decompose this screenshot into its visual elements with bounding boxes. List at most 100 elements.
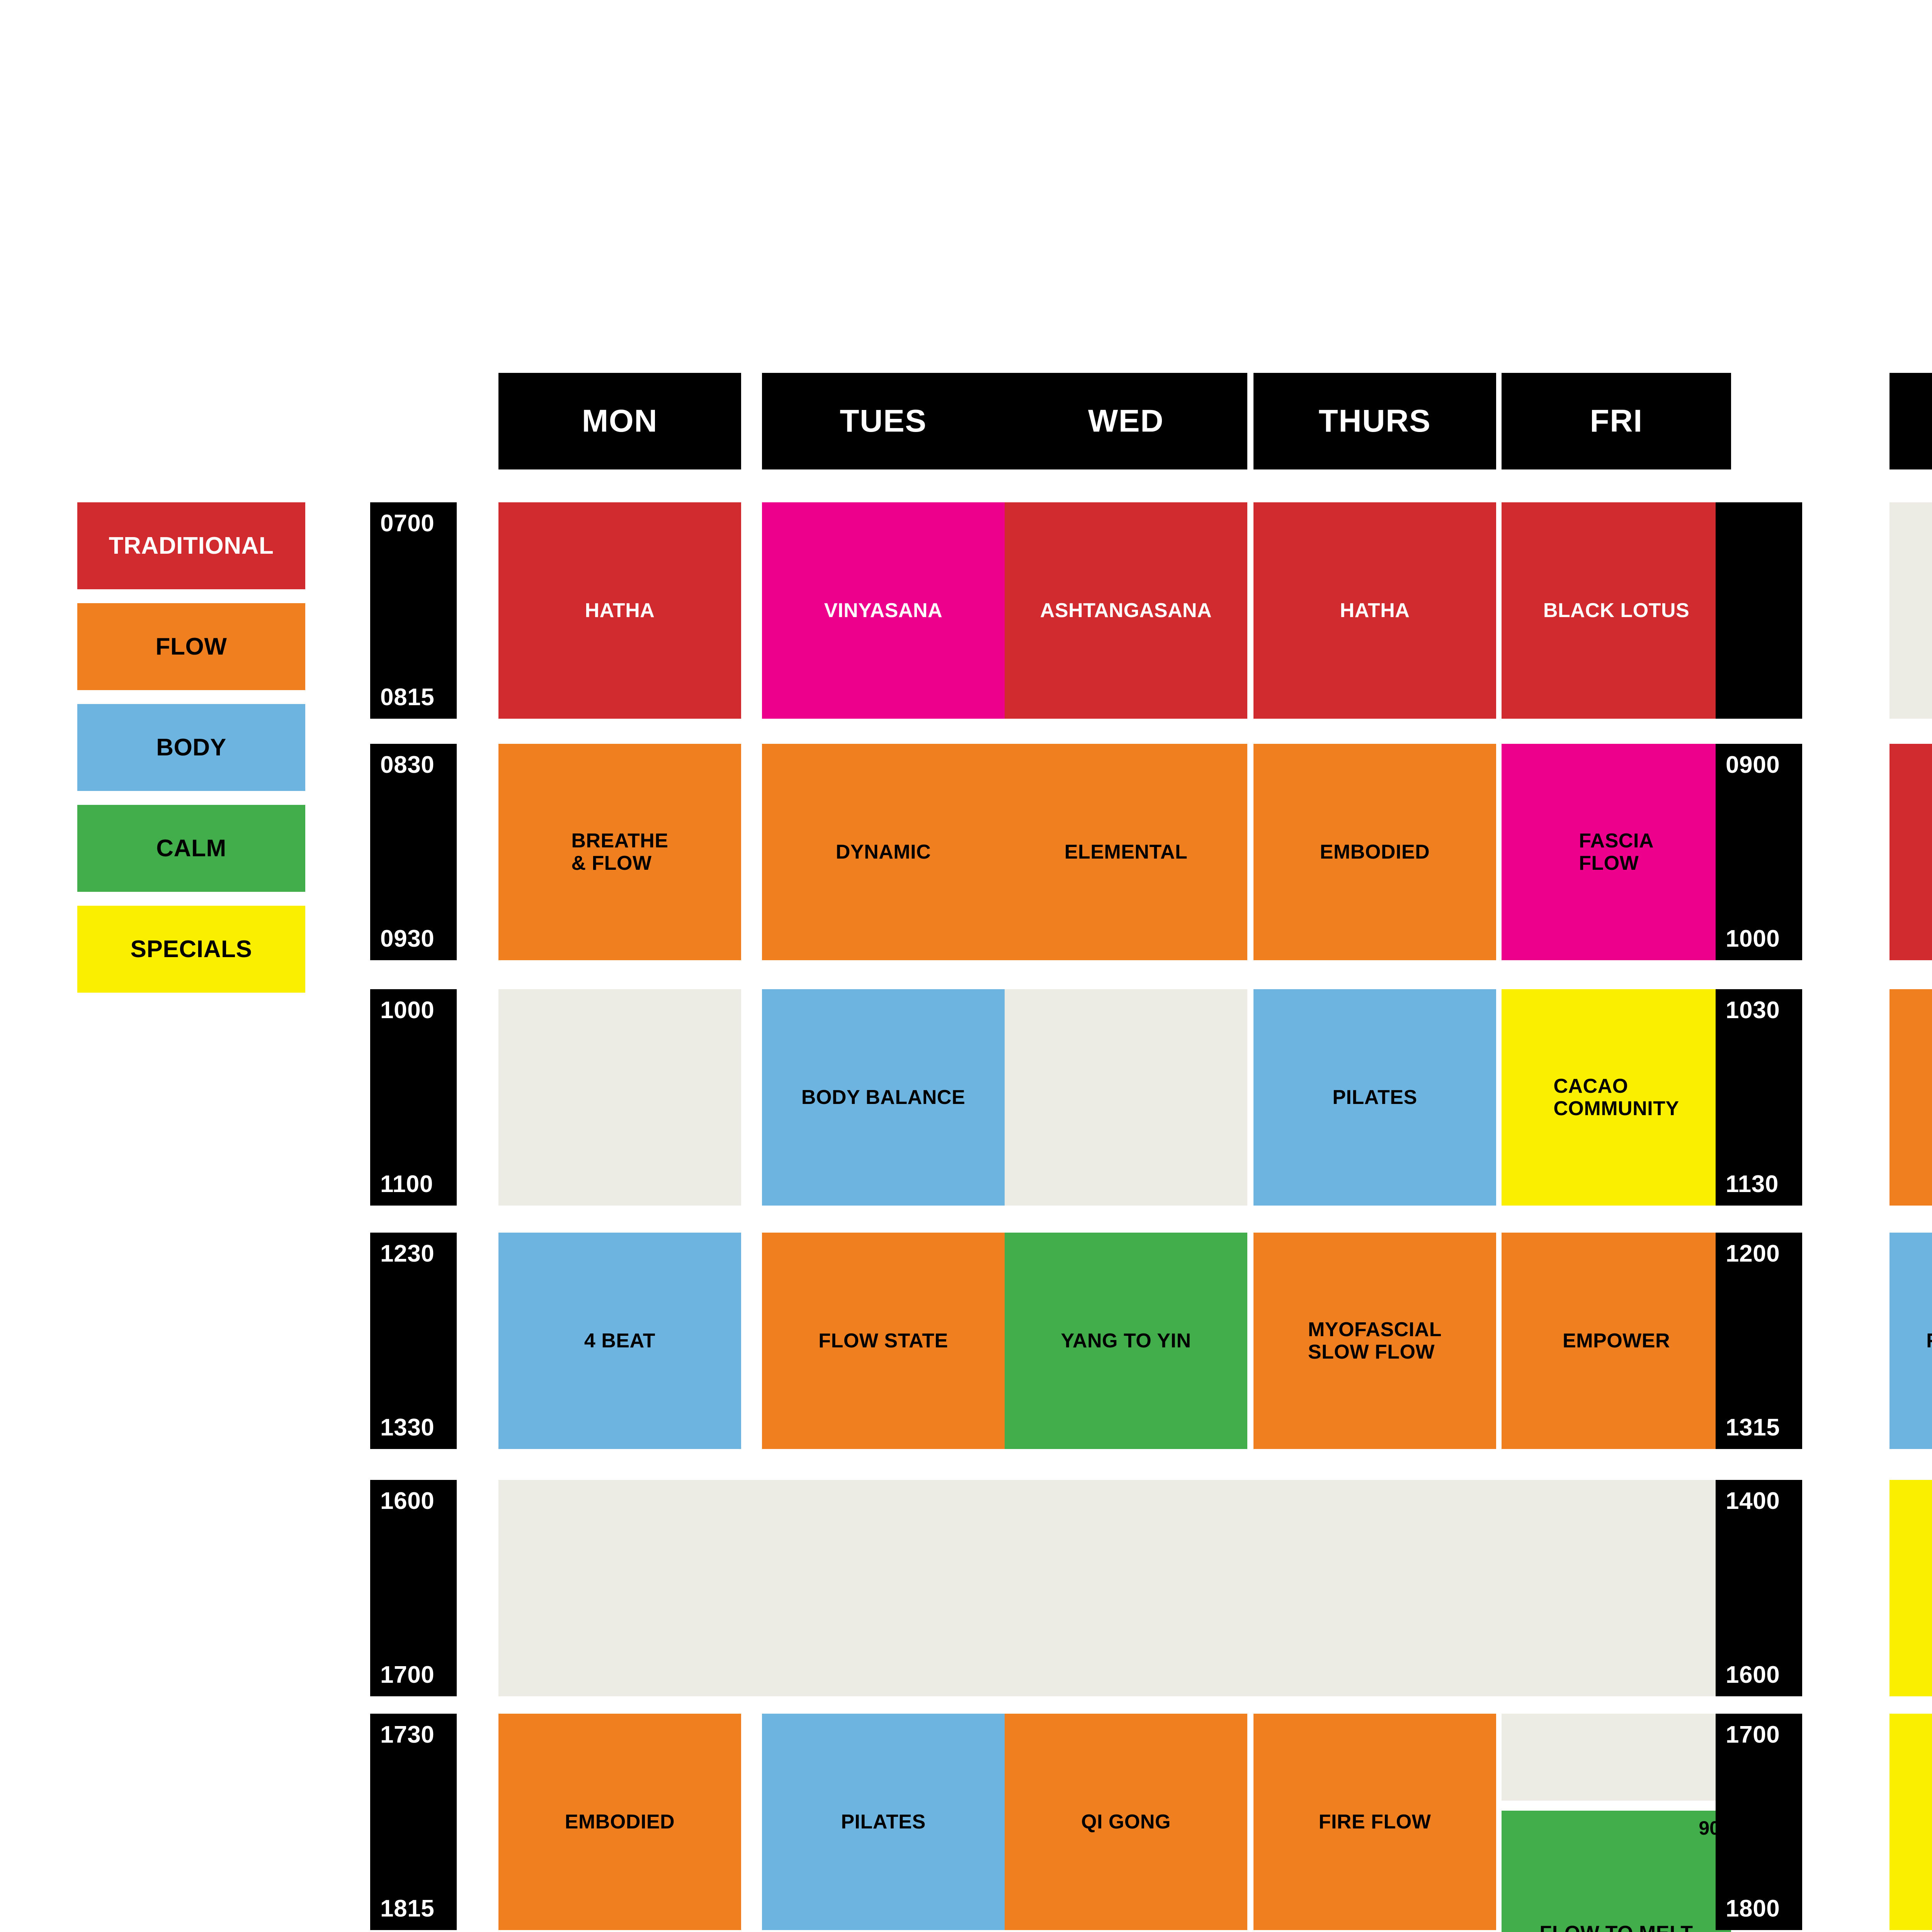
class-cell-tues-3[interactable]: FLOW STATE — [762, 1233, 1005, 1449]
class-name: FLOW TO MELT — [1539, 1922, 1693, 1932]
time-slot-sat-1: 0900 1000 — [1716, 744, 1802, 960]
class-name: ROCKETBEATS — [1926, 1330, 1932, 1352]
class-name: BREATHE & FLOW — [571, 829, 668, 874]
class-name: PILATES — [1332, 1086, 1417, 1109]
class-name: HATHA — [585, 599, 655, 622]
time-end: 1815 — [380, 1895, 435, 1922]
time-slot-weekday-1: 0830 0930 — [370, 744, 457, 960]
class-cell-fri-2[interactable]: CACAO COMMUNITY — [1502, 989, 1731, 1206]
class-cell-tues-0[interactable]: VINYASANA — [762, 502, 1005, 719]
class-cell-wed-1[interactable]: ELEMENTAL — [1005, 744, 1247, 960]
time-slot-weekday-5: 1730 1815 — [370, 1714, 457, 1930]
class-name: FIRE FLOW — [1318, 1810, 1431, 1833]
class-cell-mon-0[interactable]: HATHA — [498, 502, 741, 719]
time-start: 1700 — [1726, 1721, 1780, 1748]
class-cell-wed-3[interactable]: YANG TO YIN — [1005, 1233, 1247, 1449]
time-start: 1600 — [380, 1488, 435, 1514]
day-header-thurs: THURS — [1253, 373, 1496, 469]
class-cell-sat-3[interactable]: 75ROCKETBEATS — [1889, 1233, 1932, 1449]
time-end: 0930 — [380, 925, 435, 952]
class-name: 4 BEAT — [584, 1329, 656, 1352]
time-end: 1100 — [380, 1171, 433, 1197]
day-header-sat: SAT — [1889, 373, 1932, 469]
class-cell-thurs-2[interactable]: PILATES — [1253, 989, 1496, 1206]
time-slot-weekday-0: 0700 0815 — [370, 502, 457, 719]
legend-item-calm: CALM — [77, 805, 305, 892]
legend-item-traditional: TRADITIONAL — [77, 502, 305, 589]
time-start: 1730 — [380, 1721, 435, 1748]
day-header-label: THURS — [1318, 403, 1431, 439]
class-name: EMPOWER — [1562, 1329, 1670, 1352]
day-header-tues: TUES — [762, 373, 1005, 469]
time-slot-weekday-2: 1000 1100 — [370, 989, 457, 1206]
time-start: 0900 — [1726, 752, 1780, 778]
empty-slot — [1005, 989, 1247, 1206]
legend-item-label: CALM — [156, 835, 226, 862]
class-cell-mon-5[interactable]: EMBODIED — [498, 1714, 741, 1930]
time-start: 1030 — [1726, 997, 1780, 1024]
class-cell-thurs-0[interactable]: HATHA — [1253, 502, 1496, 719]
class-cell-fri-1[interactable]: FASCIA FLOW — [1502, 744, 1731, 960]
class-cell-tues-2[interactable]: BODY BALANCE — [762, 989, 1005, 1206]
class-name: CACAO COMMUNITY — [1553, 1075, 1679, 1120]
empty-slot — [1502, 1714, 1731, 1801]
legend-item-label: TRADITIONAL — [109, 532, 274, 559]
legend-item-label: FLOW — [155, 633, 227, 660]
class-cell-fri-3[interactable]: EMPOWER — [1502, 1233, 1731, 1449]
legend-item-specials: SPECIALS — [77, 906, 305, 993]
legend-item-flow: FLOW — [77, 603, 305, 690]
empty-slot — [498, 989, 741, 1206]
class-cell-mon-3[interactable]: 4 BEAT — [498, 1233, 741, 1449]
class-name: EMBODIED — [1320, 840, 1430, 863]
class-cell-fri-flow-to-melt[interactable]: 90FLOW TO MELT — [1502, 1811, 1731, 1932]
class-cell-thurs-1[interactable]: EMBODIED — [1253, 744, 1496, 960]
empty-slot-midday-band — [498, 1480, 1731, 1696]
time-start: 1400 — [1726, 1488, 1780, 1514]
class-name: FLOW STATE — [818, 1329, 948, 1352]
class-name: FASCIA FLOW — [1579, 829, 1654, 874]
class-name: HATHA — [1340, 599, 1410, 622]
day-header-mon: MON — [498, 373, 741, 469]
class-cell-fri-0[interactable]: BLACK LOTUS — [1502, 502, 1731, 719]
time-slot-sat-4: 1400 1600 — [1716, 1480, 1802, 1696]
class-cell-sat-2[interactable]: DYNAMIC — [1889, 989, 1932, 1206]
class-name: MYOFASCIAL SLOW FLOW — [1308, 1318, 1442, 1363]
time-slot-weekday-4: 1600 1700 — [370, 1480, 457, 1696]
class-cell-sat-5[interactable]: THE ARTIST'S WAY — [1889, 1714, 1932, 1930]
class-cell-wed-5[interactable]: QI GONG — [1005, 1714, 1247, 1930]
day-header-label: FRI — [1590, 403, 1643, 439]
legend-item-label: SPECIALS — [130, 935, 252, 963]
class-cell-tues-5[interactable]: PILATES — [762, 1714, 1005, 1930]
class-name: VINYASANA — [824, 599, 943, 622]
class-cell-tues-1[interactable]: DYNAMIC — [762, 744, 1005, 960]
time-end: 1800 — [1726, 1895, 1780, 1922]
time-end: 1600 — [1726, 1662, 1780, 1688]
time-end: 1130 — [1726, 1171, 1779, 1197]
time-start: 1200 — [1726, 1240, 1780, 1267]
class-cell-sat-1[interactable]: HATHA — [1889, 744, 1932, 960]
time-start: 1230 — [380, 1240, 435, 1267]
class-cell-thurs-3[interactable]: MYOFASCIAL SLOW FLOW — [1253, 1233, 1496, 1449]
class-name: QI GONG — [1081, 1810, 1171, 1833]
time-start: 1000 — [380, 997, 435, 1024]
legend-item-body: BODY — [77, 704, 305, 791]
class-cell-sat-4[interactable]: 120WORKSHOP — [1889, 1480, 1932, 1696]
day-header-label: WED — [1088, 403, 1164, 439]
class-name: BLACK LOTUS — [1543, 599, 1690, 622]
time-end: 1315 — [1726, 1414, 1780, 1441]
day-header-fri: FRI — [1502, 373, 1731, 469]
time-start: 0700 — [380, 510, 435, 537]
time-slot-sat-0 — [1716, 502, 1802, 719]
class-name: DYNAMIC — [835, 840, 931, 863]
time-slot-sat-5: 1700 1800 — [1716, 1714, 1802, 1930]
time-slot-sat-3: 1200 1315 — [1716, 1233, 1802, 1449]
class-cell-thurs-5[interactable]: FIRE FLOW — [1253, 1714, 1496, 1930]
class-cell-mon-1[interactable]: BREATHE & FLOW — [498, 744, 741, 960]
legend-item-label: BODY — [156, 734, 226, 761]
class-cell-wed-0[interactable]: ASHTANGASANA — [1005, 502, 1247, 719]
time-end: 1000 — [1726, 925, 1780, 952]
class-name: ELEMENTAL — [1064, 840, 1188, 863]
class-name: BODY BALANCE — [801, 1086, 966, 1109]
day-header-wed: WED — [1005, 373, 1247, 469]
class-name: EMBODIED — [565, 1810, 675, 1833]
